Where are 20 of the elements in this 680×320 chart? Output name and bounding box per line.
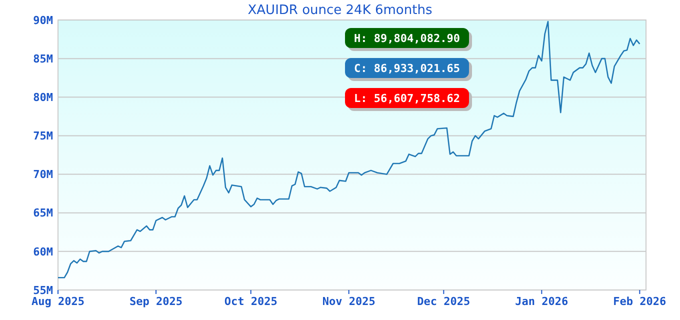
chart-title: XAUIDR ounce 24K 6months [248, 3, 432, 18]
annotation: C: 86,933,021.65 [354, 62, 460, 75]
y-tick-label: 75M [33, 130, 54, 143]
y-tick-label: 90M [33, 14, 54, 27]
y-tick-label: 80M [33, 90, 54, 104]
y-tick-label: 60M [33, 245, 54, 258]
x-tick-label: Dec 2025 [417, 295, 470, 308]
x-tick-label: Feb 2026 [613, 295, 667, 308]
x-tick-label: Oct 2025 [224, 295, 278, 308]
x-tick-label: Nov 2025 [322, 295, 376, 308]
line-series [57, 20, 640, 278]
y-tick-label: 85M [33, 52, 54, 66]
x-tick-label: Sep 2025 [130, 295, 182, 308]
annotation: L: 56,607,758.62 [354, 92, 460, 105]
x-tick-label: Jan 2026 [515, 295, 569, 308]
x-tick-label: Aug 2025 [32, 295, 84, 308]
y-tick-label: 55M [33, 284, 54, 297]
y-tick-label: 65M [33, 206, 54, 220]
annotation: H: 89,804,082.90 [354, 32, 460, 45]
y-tick-label: 70M [33, 168, 54, 182]
